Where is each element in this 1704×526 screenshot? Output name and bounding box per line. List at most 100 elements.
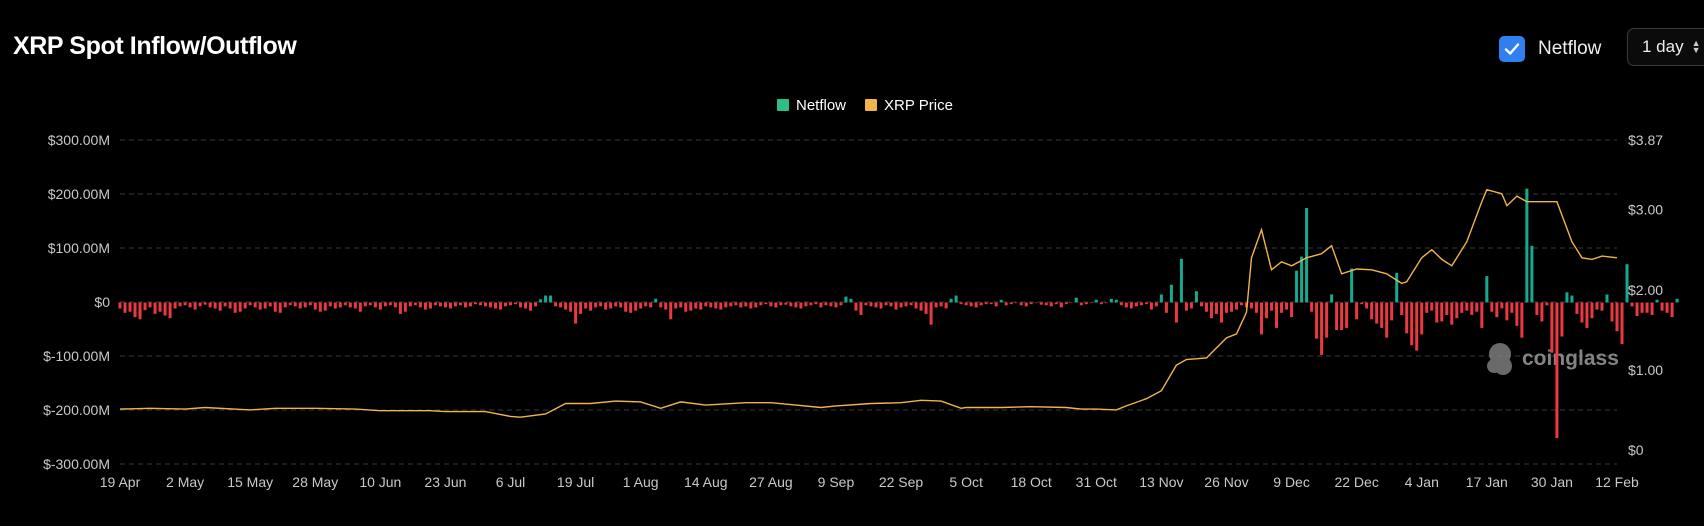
netflow-bar[interactable] [824, 302, 828, 306]
netflow-bar[interactable] [809, 302, 813, 306]
netflow-bar[interactable] [308, 302, 312, 306]
netflow-bar[interactable] [1580, 302, 1584, 323]
netflow-bar[interactable] [724, 302, 728, 308]
netflow-bar[interactable] [1189, 302, 1193, 309]
netflow-bar[interactable] [654, 298, 658, 303]
netflow-bar[interactable] [1009, 302, 1013, 305]
netflow-bar[interactable] [1480, 302, 1484, 328]
netflow-bar[interactable] [549, 295, 553, 303]
netflow-bar[interactable] [228, 302, 232, 309]
netflow-bar[interactable] [1024, 302, 1028, 307]
netflow-bar[interactable] [584, 302, 588, 309]
netflow-bar[interactable] [714, 302, 718, 309]
netflow-bar[interactable] [343, 302, 347, 306]
netflow-bar[interactable] [1179, 258, 1183, 303]
netflow-bar[interactable] [524, 302, 528, 309]
netflow-bar[interactable] [729, 302, 733, 307]
netflow-bar[interactable] [123, 302, 127, 313]
netflow-bar[interactable] [163, 302, 167, 316]
netflow-bar[interactable] [168, 302, 172, 319]
netflow-bar[interactable] [989, 302, 993, 305]
netflow-bar[interactable] [519, 302, 523, 308]
netflow-bar[interactable] [1660, 302, 1664, 311]
netflow-bar[interactable] [1270, 302, 1274, 311]
netflow-bar[interactable] [1149, 302, 1153, 310]
netflow-bar[interactable] [453, 302, 457, 307]
netflow-bar[interactable] [418, 302, 422, 308]
netflow-bar[interactable] [338, 302, 342, 308]
netflow-bar[interactable] [223, 302, 227, 307]
netflow-bar[interactable] [579, 302, 583, 314]
netflow-bar[interactable] [1395, 272, 1399, 303]
netflow-bar[interactable] [564, 302, 568, 310]
netflow-bar[interactable] [904, 302, 908, 307]
netflow-bar[interactable] [1029, 302, 1033, 305]
netflow-bar[interactable] [333, 302, 337, 309]
netflow-bar[interactable] [849, 298, 853, 303]
netflow-bar[interactable] [1630, 302, 1634, 307]
netflow-bar[interactable] [1260, 302, 1264, 335]
netflow-bar[interactable] [734, 302, 738, 306]
netflow-bar[interactable] [749, 302, 753, 309]
netflow-bar[interactable] [1325, 302, 1329, 338]
netflow-bar[interactable] [1059, 302, 1063, 308]
netflow-bar[interactable] [959, 302, 963, 305]
netflow-bar[interactable] [644, 302, 648, 307]
netflow-bar[interactable] [969, 302, 973, 307]
netflow-bar[interactable] [318, 302, 322, 312]
netflow-bar[interactable] [1300, 256, 1304, 303]
netflow-bar[interactable] [1049, 302, 1053, 307]
netflow-bar[interactable] [1415, 302, 1419, 351]
netflow-bar[interactable] [1144, 302, 1148, 305]
netflow-bar[interactable] [1109, 298, 1113, 303]
netflow-bar[interactable] [383, 302, 387, 307]
netflow-bar[interactable] [293, 302, 297, 307]
netflow-bar[interactable] [393, 302, 397, 308]
netflow-bar[interactable] [483, 302, 487, 307]
netflow-bar[interactable] [944, 302, 948, 309]
netflow-bar[interactable] [744, 302, 748, 307]
netflow-bar[interactable] [1595, 302, 1599, 310]
netflow-bar[interactable] [1184, 302, 1188, 311]
netflow-bar[interactable] [1555, 302, 1559, 439]
netflow-bar[interactable] [1345, 302, 1349, 328]
netflow-bar[interactable] [574, 302, 578, 324]
netflow-bar[interactable] [263, 302, 267, 309]
netflow-bar[interactable] [1445, 302, 1449, 315]
netflow-bar[interactable] [1129, 302, 1133, 309]
netflow-bar[interactable] [1234, 302, 1238, 310]
netflow-bar[interactable] [934, 302, 938, 308]
netflow-bar[interactable] [1460, 302, 1464, 313]
netflow-bar[interactable] [1084, 302, 1088, 305]
netflow-bar[interactable] [1275, 302, 1279, 328]
netflow-bar[interactable] [423, 302, 427, 310]
netflow-bar[interactable] [859, 302, 863, 315]
netflow-bar[interactable] [1054, 302, 1058, 305]
netflow-bar[interactable] [183, 302, 187, 306]
netflow-bar[interactable] [218, 302, 222, 311]
netflow-bar[interactable] [839, 302, 843, 306]
netflow-bar[interactable] [1034, 302, 1038, 304]
netflow-bar[interactable] [1219, 302, 1223, 323]
netflow-bar[interactable] [949, 298, 953, 303]
netflow-bar[interactable] [939, 302, 943, 307]
netflow-bar[interactable] [1540, 302, 1544, 322]
netflow-bar[interactable] [1280, 302, 1284, 313]
netflow-bar[interactable] [243, 302, 247, 309]
netflow-bar[interactable] [854, 302, 858, 311]
netflow-bar[interactable] [248, 302, 252, 306]
netflow-bar[interactable] [1119, 302, 1123, 306]
netflow-bar[interactable] [1650, 302, 1654, 315]
netflow-bar[interactable] [994, 302, 998, 307]
netflow-bar[interactable] [1229, 302, 1233, 312]
netflow-bar[interactable] [609, 302, 613, 309]
netflow-bar[interactable] [664, 302, 668, 310]
netflow-bar[interactable] [208, 302, 212, 308]
netflow-bar[interactable] [1224, 302, 1228, 313]
netflow-bar[interactable] [979, 302, 983, 306]
netflow-bar[interactable] [428, 302, 432, 309]
netflow-bar[interactable] [1355, 302, 1359, 320]
netflow-bar[interactable] [1530, 245, 1534, 303]
netflow-bar[interactable] [203, 302, 207, 305]
netflow-bar[interactable] [1340, 302, 1344, 331]
